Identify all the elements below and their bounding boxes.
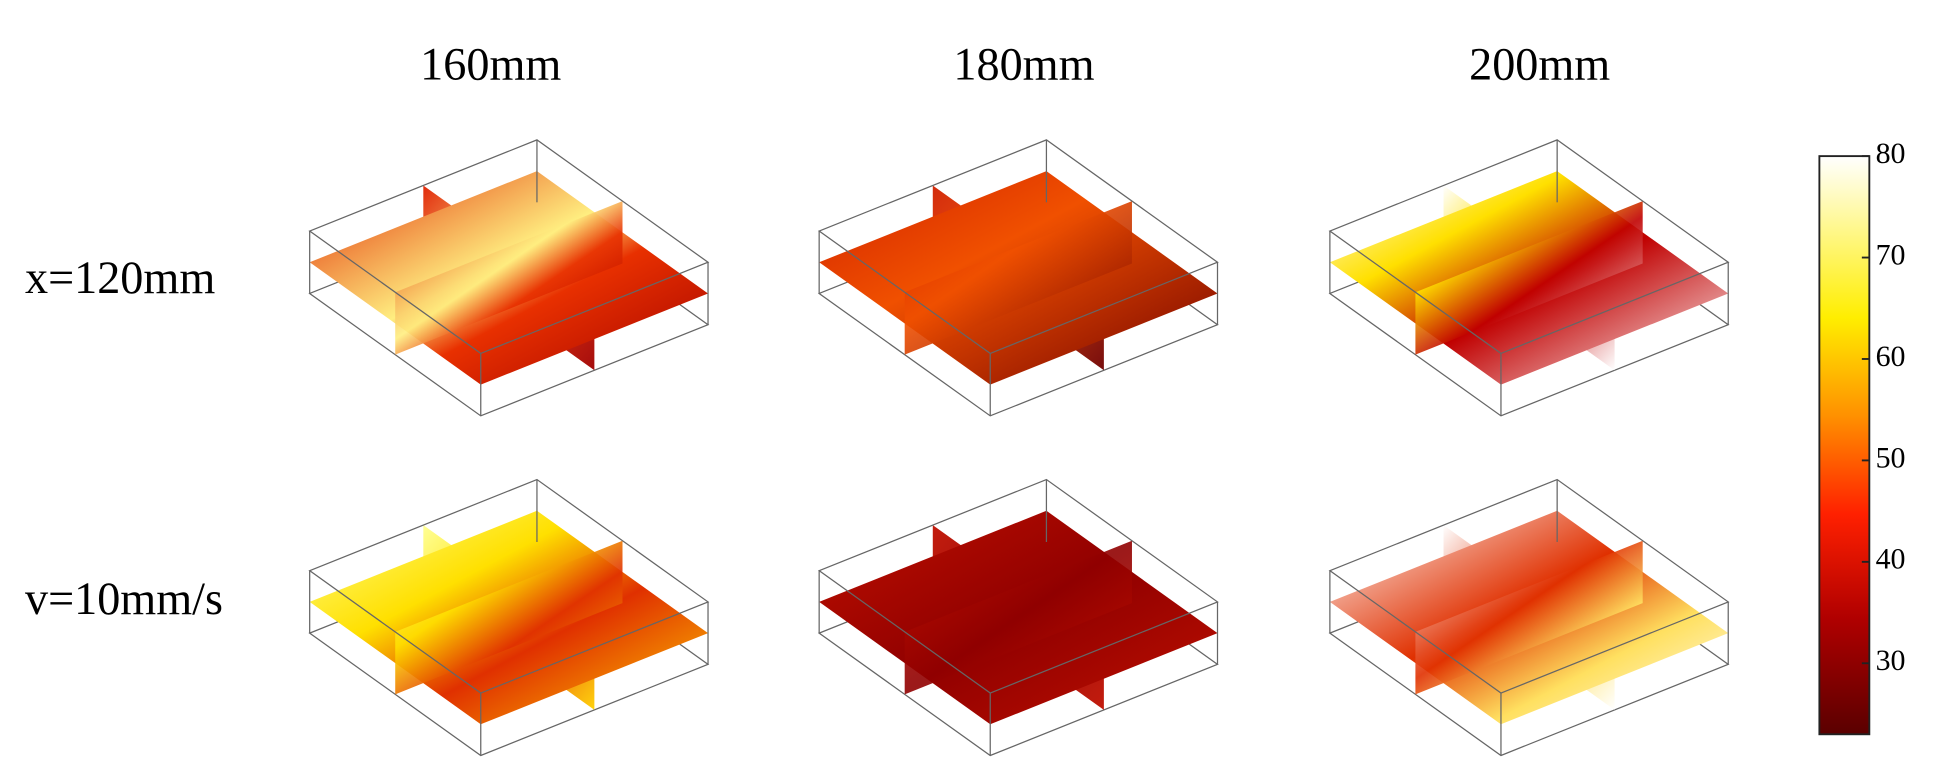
vertical-slice (395, 540, 623, 695)
row-label: x=120mm (25, 252, 215, 303)
colorbar (1818, 155, 1871, 736)
panels (308, 139, 1730, 757)
slice-panel (1328, 139, 1730, 417)
column-title: 180mm (953, 38, 1094, 89)
row-label: v=10mm/s (25, 573, 223, 624)
vertical-slice (395, 201, 623, 355)
column-title: 160mm (420, 38, 561, 89)
slice-panel (817, 139, 1219, 417)
vertical-slice (1415, 540, 1643, 695)
column-title: 200mm (1469, 38, 1610, 89)
vertical-slice (904, 201, 1132, 355)
slice-panel (308, 139, 710, 417)
colorbar-tick-label: 30 (1876, 644, 1906, 677)
slice-panel (1328, 478, 1730, 757)
colorbar-tick-label: 80 (1876, 137, 1906, 170)
colorbar-tick-label: 40 (1876, 543, 1906, 576)
colorbar-tick-label: 70 (1876, 238, 1906, 271)
colorbar-tick-label: 50 (1876, 441, 1906, 474)
colorbar-ticks: 30 40 50 60 70 80 (1861, 137, 1906, 677)
colorbar-tick-label: 60 (1876, 340, 1906, 373)
vertical-slice (1415, 201, 1643, 355)
vertical-slice (904, 540, 1132, 695)
slice-panel (308, 478, 710, 757)
slice-panel (817, 478, 1219, 757)
